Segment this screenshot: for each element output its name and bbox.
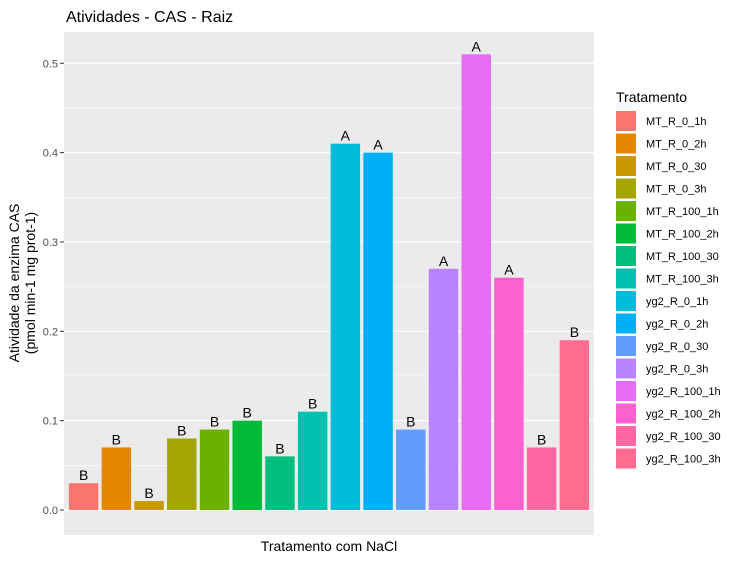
legend-item-label: yg2_R_100_2h	[646, 409, 721, 421]
legend-key	[616, 133, 636, 154]
legend-key	[616, 358, 636, 379]
bar-label: B	[210, 414, 219, 430]
legend-key	[616, 426, 636, 446]
legend-key	[616, 381, 636, 401]
bar-label: B	[144, 485, 153, 501]
legend-item-label: yg2_R_0_30	[646, 341, 708, 353]
legend-item-label: yg2_R_0_1h	[646, 296, 708, 308]
y-tick-label: 0.3	[43, 237, 58, 249]
legend-key	[616, 178, 636, 199]
bar	[265, 456, 295, 510]
bar-label: B	[243, 405, 252, 421]
bar-label: A	[373, 137, 383, 153]
bar	[461, 54, 491, 510]
bar-label: B	[112, 431, 121, 447]
legend-key	[616, 111, 636, 131]
legend-item-label: MT_R_100_2h	[646, 229, 719, 241]
bar	[559, 340, 590, 510]
chart-title: Atividades - CAS - Raiz	[66, 9, 233, 26]
bar	[199, 429, 230, 510]
legend-key	[616, 223, 636, 244]
bar	[330, 143, 361, 510]
x-axis-title: Tratamento com NaCl	[261, 538, 397, 554]
bar	[494, 277, 524, 510]
legend: Tratamento MT_R_0_1h MT_R_0_2h MT_R_0_30 MT…	[616, 89, 721, 469]
legend-item-label: MT_R_100_3h	[646, 274, 719, 286]
legend-item-label: MT_R_100_1h	[646, 206, 719, 218]
legend-item-label: MT_R_0_30	[646, 161, 707, 173]
bar-labels: B B B B B B B B A A B A A A B B	[79, 38, 579, 501]
y-axis-title: Atividade da enzima CAS (pmol min-1 mg p…	[6, 204, 38, 363]
bar-label: B	[537, 431, 546, 447]
bar	[134, 501, 164, 510]
bar-label: A	[504, 262, 514, 278]
y-tick-label: 0.4	[43, 148, 58, 160]
legend-key	[616, 201, 636, 221]
bar-label: B	[406, 414, 415, 430]
legend-key	[616, 156, 636, 176]
y-axis-title-line-2: (pmol min-1 mg prot-1)	[22, 212, 38, 354]
legend-key	[616, 268, 636, 289]
bar	[101, 447, 132, 510]
legend-key	[616, 403, 636, 424]
bar-label: A	[439, 253, 449, 269]
legend-item-label: MT_R_100_30	[646, 251, 719, 263]
bar-label: A	[472, 38, 482, 54]
legend-key	[616, 336, 636, 356]
bar	[363, 152, 393, 510]
legend-item-label: yg2_R_0_2h	[646, 319, 708, 331]
legend-title: Tratamento	[616, 89, 687, 105]
bar	[68, 483, 99, 510]
y-axis-title-line-1: Atividade da enzima CAS	[6, 204, 22, 363]
legend-item-label: yg2_R_100_3h	[646, 454, 721, 466]
legend-key	[616, 448, 636, 469]
bar-label: B	[570, 324, 579, 340]
bar-label: B	[177, 423, 186, 439]
legend-item-label: MT_R_0_1h	[646, 116, 707, 128]
bar	[428, 268, 459, 510]
y-tick-label: 0.2	[43, 326, 58, 338]
y-axis-ticks: 0.0 0.1 0.2 0.3 0.4 0.5	[43, 58, 64, 517]
legend-key	[616, 246, 636, 266]
bar-label: B	[79, 467, 88, 483]
y-tick-label: 0.1	[43, 416, 58, 428]
legend-item-label: yg2_R_100_1h	[646, 386, 721, 398]
bar-label: B	[308, 396, 317, 412]
bar-label: A	[341, 128, 351, 144]
y-tick-label: 0.0	[43, 505, 58, 517]
legend-item-label: MT_R_0_2h	[646, 139, 707, 151]
bar	[297, 411, 328, 510]
legend-key	[616, 313, 636, 334]
bar-label: B	[275, 440, 284, 456]
bar	[396, 429, 426, 510]
legend-item-label: MT_R_0_3h	[646, 184, 707, 196]
y-tick-label: 0.5	[43, 58, 58, 70]
legend-key	[616, 291, 636, 311]
bars	[68, 54, 590, 510]
bar	[232, 420, 262, 510]
bar	[167, 438, 197, 510]
legend-item-label: yg2_R_100_30	[646, 431, 721, 443]
bar	[526, 447, 557, 510]
legend-item-label: yg2_R_0_3h	[646, 364, 708, 376]
